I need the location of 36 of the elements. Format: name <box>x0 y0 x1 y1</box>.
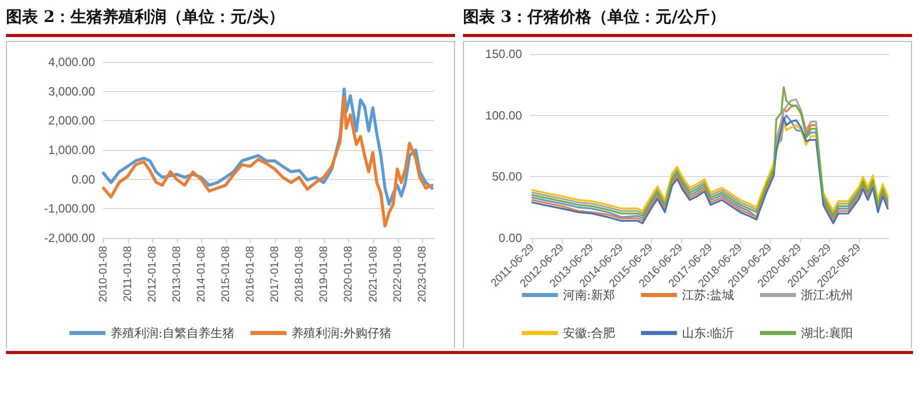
x-tick-label: 2022-01-08 <box>392 246 404 302</box>
x-tick-label: 2023-01-08 <box>416 246 428 302</box>
y-tick-label: 0.00 <box>498 231 522 245</box>
x-tick-label: 2012-01-08 <box>146 246 158 302</box>
y-tick-label: 150.00 <box>485 47 522 61</box>
legend-label: 河南:新郑 <box>562 288 615 302</box>
legend-label: 湖北:襄阳 <box>801 326 854 340</box>
legend-label: 山东:临沂 <box>682 326 734 340</box>
y-tick-label: 1,000.00 <box>48 143 96 157</box>
legend-label: 江苏:盐城 <box>682 288 734 302</box>
legend-label: 养殖利润:自繁自养生猪 <box>110 326 235 340</box>
y-tick-label: -2,000.00 <box>44 231 96 245</box>
x-tick-label: 2020-01-08 <box>342 246 355 302</box>
y-tick-label: 50.00 <box>492 170 522 184</box>
chart-title: 图表 3：仔猪价格（单位：元/公斤） <box>463 4 912 37</box>
y-tick-label: 100.00 <box>485 108 522 122</box>
x-tick-label: 2021-01-08 <box>367 246 380 302</box>
legend-label: 浙江:杭州 <box>801 288 854 302</box>
y-tick-label: 3,000.00 <box>48 84 96 98</box>
line-series <box>102 96 434 228</box>
x-tick-label: 2013-01-08 <box>171 246 184 302</box>
x-tick-label: 2010-01-08 <box>97 246 110 302</box>
x-tick-label: 2014-01-08 <box>196 246 208 302</box>
y-tick-label: 2,000.00 <box>48 114 96 128</box>
x-tick-label: 2015-01-08 <box>220 246 232 302</box>
x-tick-label: 2017-01-08 <box>269 246 282 302</box>
x-tick-label: 2019-01-08 <box>318 246 330 302</box>
legend-label: 养殖利润:外购仔猪 <box>292 326 392 340</box>
y-tick-label: -1,000.00 <box>44 202 96 216</box>
y-tick-label: 4,000.00 <box>48 55 96 69</box>
chart-title: 图表 2：生猪养殖利润（单位：元/头） <box>6 4 455 37</box>
x-tick-label: 2016-01-08 <box>244 246 257 302</box>
x-tick-label: 2018-01-08 <box>294 246 306 302</box>
y-tick-label: 0.00 <box>72 172 96 186</box>
legend-label: 安徽:合肥 <box>562 326 615 340</box>
x-tick-label: 2011-01-08 <box>122 246 134 302</box>
